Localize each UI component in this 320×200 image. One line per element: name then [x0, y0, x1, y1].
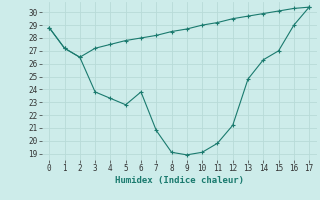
X-axis label: Humidex (Indice chaleur): Humidex (Indice chaleur): [115, 176, 244, 185]
